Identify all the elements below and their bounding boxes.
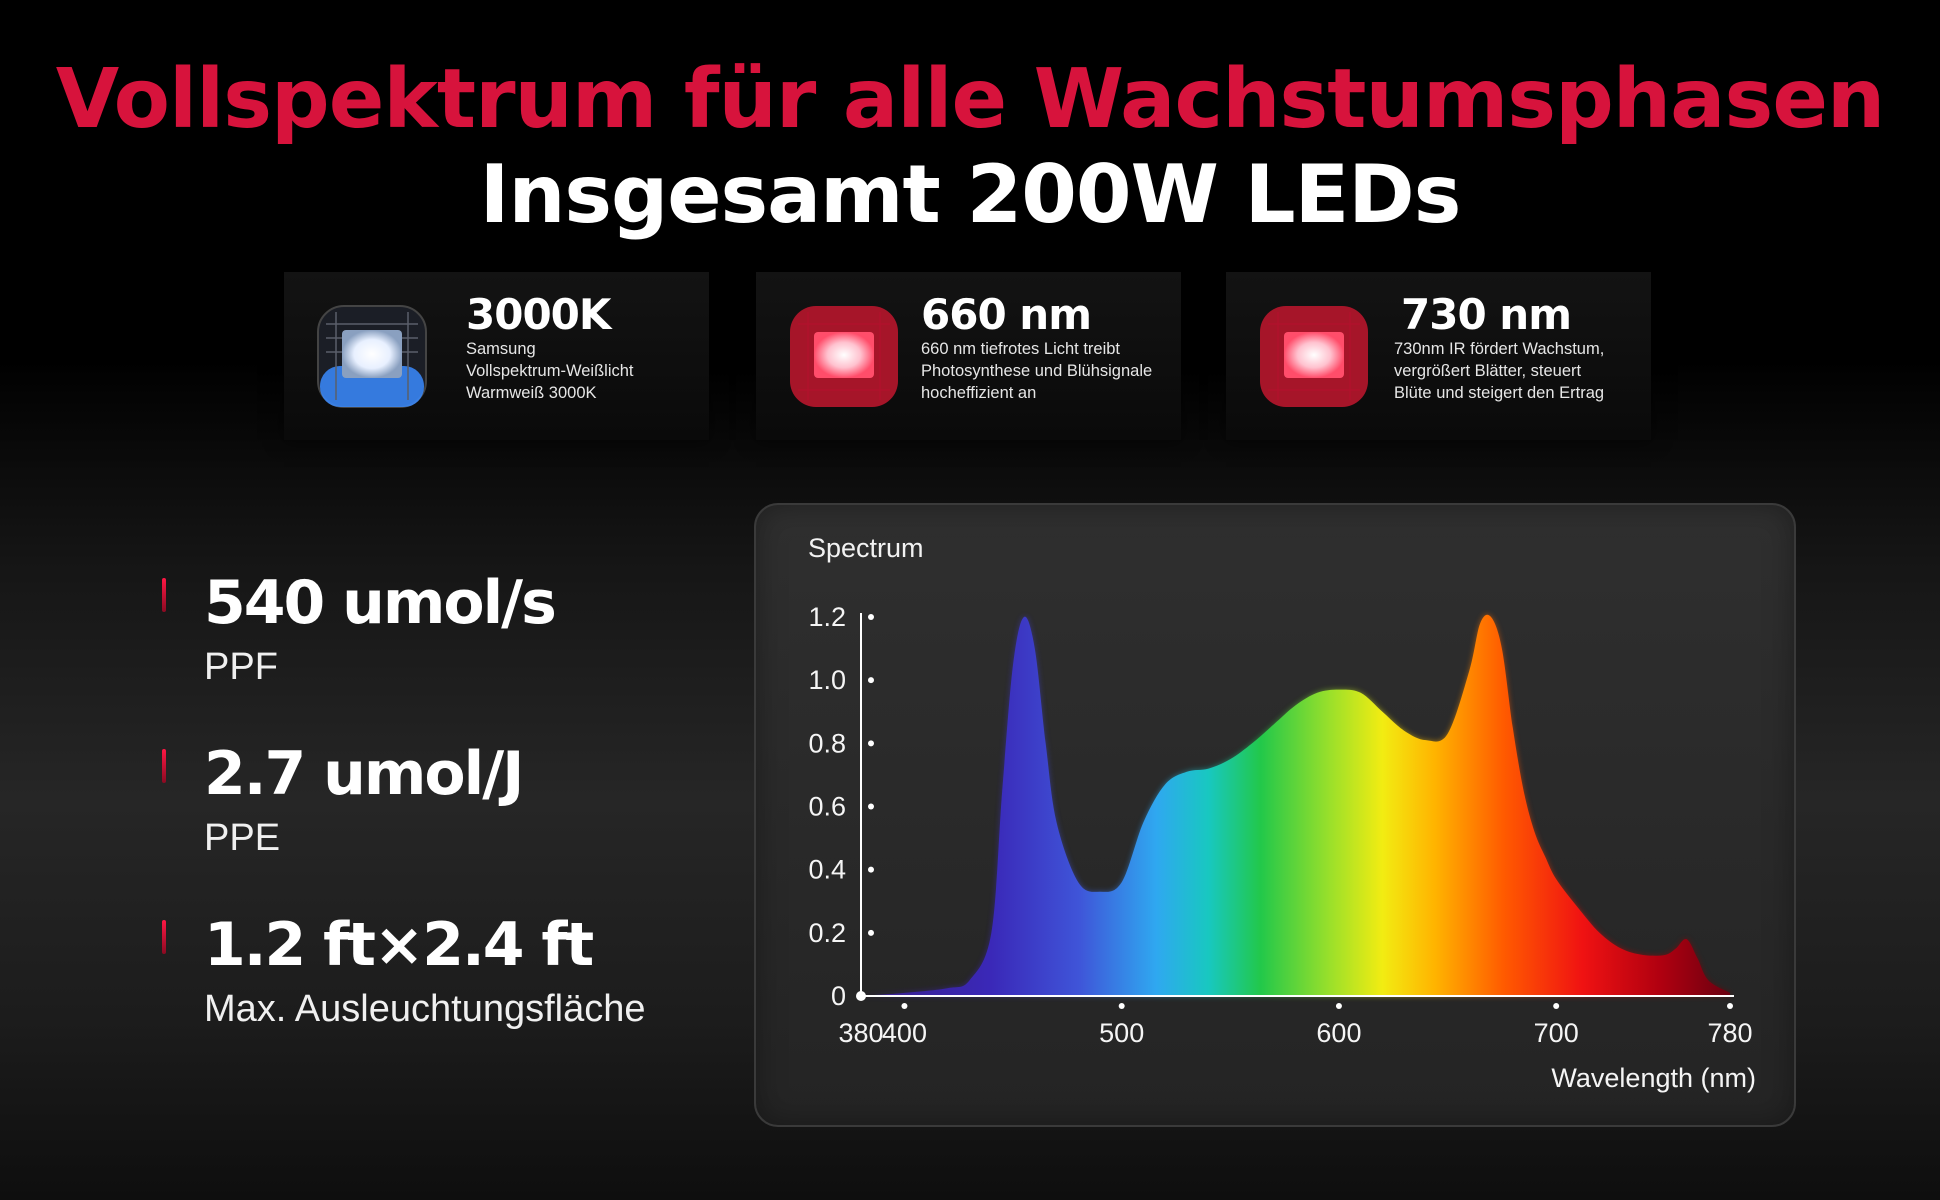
card-value: 730 nm (1401, 290, 1572, 339)
red-led-chip-icon (790, 306, 898, 407)
spectrum-area (861, 614, 1730, 996)
y-tick-label: 0.2 (808, 918, 846, 948)
y-tick-dot (868, 677, 874, 684)
x-tick-label: 400 (882, 1018, 927, 1048)
card-value: 660 nm (921, 290, 1092, 339)
metric-value: 2.7 umol/J (204, 739, 524, 809)
spectrum-chart-panel: Spectrum 0 0.2 0.4 0.6 0.8 1.0 1.2 3 (754, 503, 1796, 1127)
card-description: 660 nm tiefrotes Licht treibt Photosynthe… (921, 340, 1153, 402)
accent-bar (162, 578, 166, 612)
x-tick-dot (1553, 1003, 1560, 1009)
y-tick-dot (868, 803, 874, 810)
x-tick-label: 700 (1534, 1018, 1579, 1048)
x-tick-dot (1335, 1003, 1342, 1009)
x-tick-dot (1727, 1003, 1733, 1009)
y-tick-label: 0.6 (808, 792, 846, 822)
page-subtitle: Insgesamt 200W LEDs (479, 148, 1462, 241)
far-red-led-chip-icon (1260, 306, 1368, 407)
card-description: 730nm IR fördert Wachstum, vergrößert Blä… (1394, 340, 1605, 402)
metric-value: 1.2 ft×2.4 ft (204, 910, 594, 980)
chart-title: Spectrum (808, 533, 924, 563)
page-title: Vollspektrum für alle Wachstumsphasen (55, 52, 1886, 147)
x-axis-label: Wavelength (nm) (1551, 1063, 1756, 1093)
accent-bar (162, 920, 166, 954)
metric-label: Max. Ausleuchtungsfläche (204, 988, 646, 1030)
metric-label: PPE (204, 817, 281, 859)
y-tick-label: 1.2 (808, 602, 846, 632)
y-tick-label: 1.0 (808, 665, 846, 695)
metric-value: 540 umol/s (204, 568, 557, 638)
metric-label: PPF (204, 646, 278, 688)
origin-dot (856, 991, 866, 1001)
y-tick-label: 0 (831, 981, 846, 1011)
x-tick-label: 500 (1099, 1018, 1144, 1048)
x-tick-dot (901, 1003, 908, 1009)
x-tick-label: 600 (1316, 1018, 1361, 1048)
x-tick-label: 380 (838, 1018, 883, 1048)
y-tick-label: 0.4 (808, 855, 846, 885)
led-card-730nm: 730 nm 730nm IR fördert Wachstum, vergröß… (1226, 272, 1651, 440)
card-description: Samsung Vollspektrum-Weißlicht Warmweiß 30… (466, 340, 634, 402)
x-tick-label: 780 (1707, 1018, 1752, 1048)
y-tick-label: 0.8 (808, 728, 846, 758)
accent-bar (162, 749, 166, 783)
card-value: 3000K (466, 290, 611, 339)
led-card-660nm: 660 nm 660 nm tiefrotes Licht treibt Phot… (756, 272, 1181, 440)
x-tick-dot (1118, 1003, 1125, 1009)
y-tick-dot (868, 866, 874, 873)
y-tick-dot (868, 614, 874, 620)
y-tick-dot (868, 740, 874, 747)
y-tick-dot (868, 929, 874, 936)
white-led-chip-icon (317, 305, 427, 408)
led-card-3000k: 3000K Samsung Vollspektrum-Weißlicht Warmw… (284, 272, 709, 440)
